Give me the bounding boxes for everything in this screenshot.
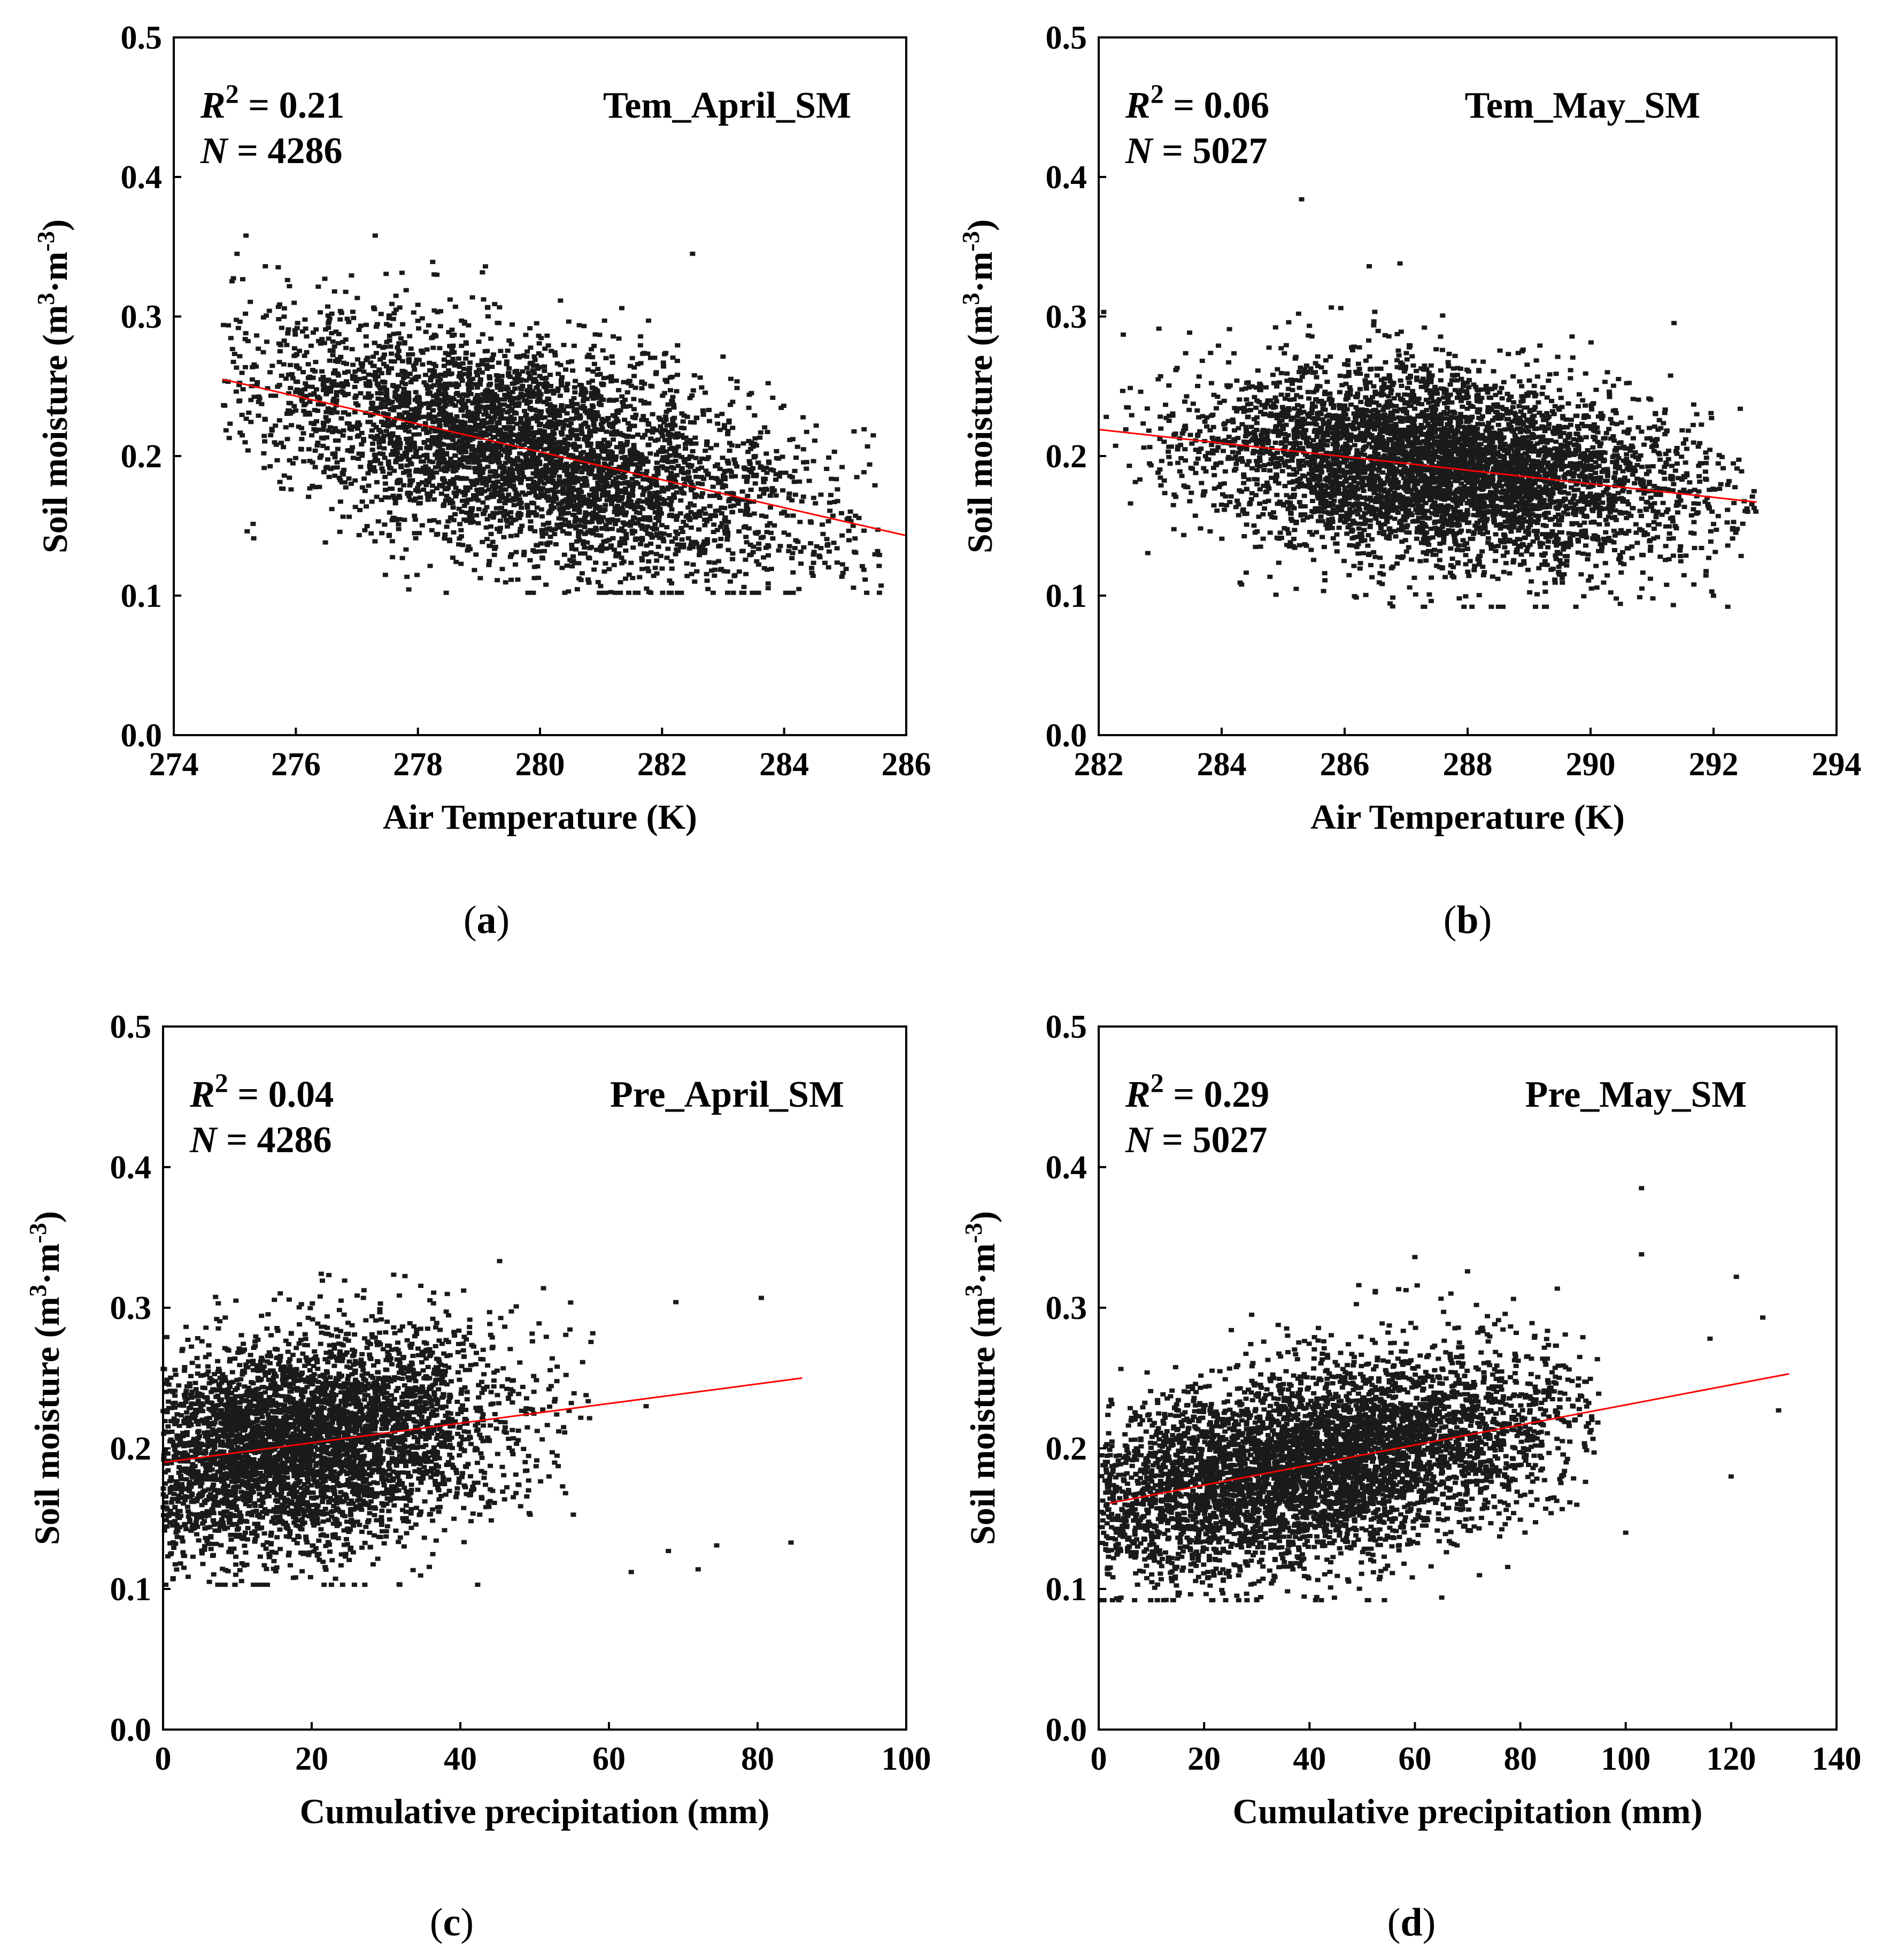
- x-tick-label: 20: [295, 1741, 328, 1777]
- y-axis-title: Soil moisture (m3·m-3): [32, 219, 75, 553]
- y-tick-label: 0.1: [121, 578, 163, 614]
- panel-d: 0 20 40 60 80 100 120 140 0.0 0.1 0.2 0.3 0.4 0.5 Cumu…: [960, 1009, 1862, 1944]
- scatter-points: [160, 1259, 794, 1587]
- regression-line: [222, 378, 907, 537]
- x-tick-label: 294: [1812, 746, 1862, 783]
- y-tick-label: 0.2: [110, 1431, 152, 1467]
- x-tick-label: 274: [149, 746, 199, 783]
- x-tick-label: 40: [444, 1741, 477, 1777]
- x-tick-label: 286: [1320, 746, 1370, 783]
- sample-size-label: N = 5027: [1125, 130, 1267, 172]
- x-tick-label: 282: [637, 746, 687, 783]
- y-tick-label: 0.4: [1046, 1149, 1087, 1186]
- y-axis-title: Soil moisture (m3·m-3): [957, 219, 1000, 553]
- y-tick-label: 0.1: [110, 1571, 152, 1608]
- regression-line: [1098, 428, 1757, 503]
- panel-c: 0 20 40 60 80 100 0.0 0.1 0.2 0.3 0.4 0.5 Cumulative…: [24, 1009, 931, 1944]
- y-tick-label: 0.0: [1046, 717, 1087, 754]
- x-axis-title: Air Temperature (K): [1310, 798, 1625, 837]
- x-tick-label: 40: [1293, 1741, 1326, 1777]
- panel-b: 282 284 286 288 290 292 294 0.0 0.1 0.2 0.3 0.4 0.5 A…: [957, 20, 1862, 942]
- x-tick-label: 284: [759, 746, 809, 783]
- y-tick-label: 0.0: [110, 1712, 152, 1748]
- panel-title: Pre_April_SM: [610, 1074, 844, 1115]
- x-tick-label: 284: [1197, 746, 1247, 783]
- x-tick-label: 20: [1187, 1741, 1221, 1777]
- data-points: [221, 233, 884, 595]
- scatter-points: [1099, 1186, 1781, 1602]
- r-squared-label: R2 = 0.04: [189, 1068, 334, 1115]
- x-tick-label: 0: [155, 1741, 172, 1777]
- x-tick-label: 60: [1398, 1741, 1431, 1777]
- y-tick-label: 0.1: [1046, 578, 1087, 614]
- x-axis-title: Cumulative precipitation (mm): [1233, 1792, 1703, 1831]
- scatter-points: [1101, 197, 1759, 609]
- y-tick-label: 0.4: [121, 159, 163, 196]
- regression-line: [163, 1377, 803, 1463]
- r-squared-label: R2 = 0.29: [1125, 1068, 1269, 1115]
- x-tick-label: 100: [1601, 1741, 1650, 1777]
- sample-size-label: N = 5027: [1125, 1120, 1267, 1161]
- plot-frame: [1098, 1025, 1838, 1731]
- x-axis-title: Air Temperature (K): [383, 798, 697, 837]
- regression-line: [1109, 1373, 1789, 1504]
- x-tick-label: 282: [1074, 746, 1124, 783]
- y-tick-label: 0.3: [121, 299, 163, 335]
- data-points: [1101, 197, 1759, 609]
- x-tick-label: 0: [1091, 1741, 1107, 1777]
- panel-a: 274 276 278 280 282 284 286 0.0 0.1 0.2 0.3 0.4 0.5 A…: [32, 20, 931, 942]
- panel-title: Tem_April_SM: [603, 85, 851, 126]
- x-tick-label: 80: [1504, 1741, 1537, 1777]
- x-tick-label: 288: [1443, 746, 1493, 783]
- x-tick-label: 60: [592, 1741, 626, 1777]
- sample-size-label: N = 4286: [189, 1120, 331, 1161]
- scatter-points: [221, 233, 884, 595]
- data-points: [160, 1259, 794, 1587]
- panel-tag: (a): [464, 898, 510, 942]
- panel-title: Pre_May_SM: [1525, 1074, 1747, 1115]
- y-tick-label: 0.5: [1046, 1009, 1087, 1045]
- panel-tag: (d): [1387, 1901, 1436, 1944]
- x-axis-title: Cumulative precipitation (mm): [300, 1792, 770, 1831]
- x-tick-label: 276: [271, 746, 321, 783]
- panel-tag: (b): [1444, 898, 1492, 942]
- y-tick-label: 0.4: [110, 1149, 152, 1186]
- y-tick-label: 0.2: [1046, 438, 1087, 475]
- x-tick-label: 140: [1812, 1741, 1862, 1777]
- panel-title: Tem_May_SM: [1465, 85, 1701, 126]
- x-tick-label: 278: [393, 746, 443, 783]
- y-tick-label: 0.2: [1046, 1431, 1087, 1467]
- x-tick-label: 80: [741, 1741, 774, 1777]
- y-tick-label: 0.3: [1046, 1290, 1087, 1326]
- y-axis-title: Soil moisture (m3·m-3): [960, 1211, 1002, 1545]
- r-squared-label: R2 = 0.06: [1125, 79, 1269, 126]
- x-tick-label: 286: [882, 746, 931, 783]
- plot-frame: [162, 1025, 907, 1731]
- x-tick-label: 292: [1689, 746, 1739, 783]
- y-tick-label: 0.4: [1046, 159, 1087, 196]
- x-tick-label: 290: [1566, 746, 1616, 783]
- x-tick-label: 100: [882, 1741, 931, 1777]
- y-tick-label: 0.0: [1046, 1712, 1087, 1748]
- y-tick-label: 0.5: [121, 20, 163, 56]
- panel-tag: (c): [430, 1901, 474, 1944]
- data-points: [1099, 1186, 1781, 1602]
- y-tick-label: 0.1: [1046, 1571, 1087, 1608]
- y-tick-label: 0.5: [1046, 20, 1087, 56]
- x-tick-label: 280: [515, 746, 565, 783]
- r-squared-label: R2 = 0.21: [200, 79, 344, 126]
- y-tick-label: 0.3: [1046, 299, 1087, 335]
- y-tick-label: 0.5: [110, 1009, 152, 1045]
- y-tick-label: 0.3: [110, 1290, 152, 1326]
- y-tick-label: 0.2: [121, 438, 163, 475]
- y-tick-label: 0.0: [121, 717, 163, 754]
- sample-size-label: N = 4286: [200, 130, 342, 172]
- y-axis-title: Soil moisture (m3·m-3): [24, 1211, 67, 1545]
- x-tick-label: 120: [1706, 1741, 1756, 1777]
